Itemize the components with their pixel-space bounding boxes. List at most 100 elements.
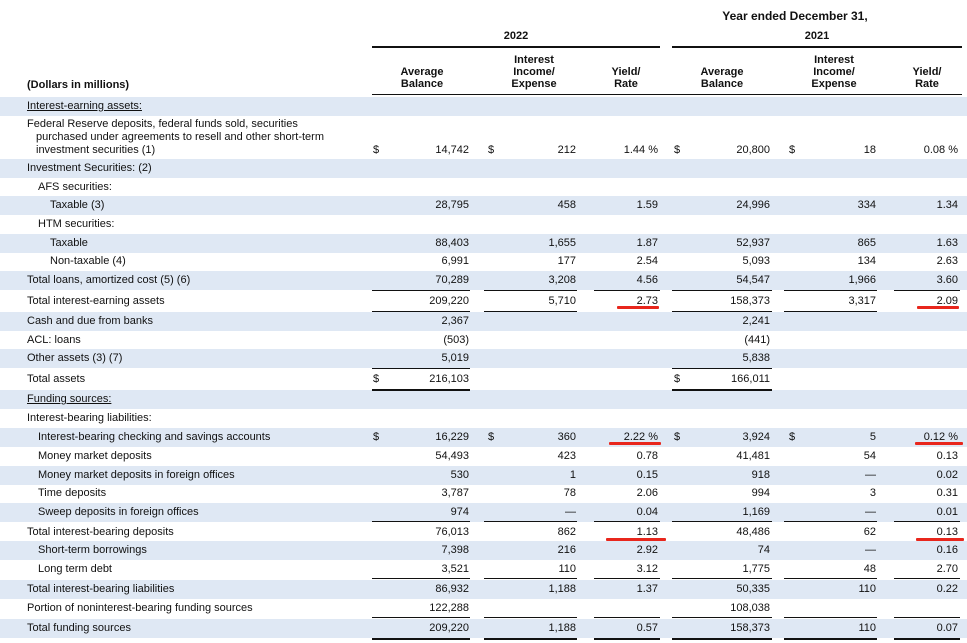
table-rule xyxy=(372,389,470,391)
cell-yield-2021: 0.13 xyxy=(936,526,958,538)
cell-avg-balance-2021: 74 xyxy=(757,544,770,556)
table-row: AFS securities: xyxy=(0,178,967,197)
table-rule xyxy=(672,368,772,369)
cell-avg-balance-2022: 6,991 xyxy=(441,255,469,267)
cell-interest-2021: 3 xyxy=(869,487,876,499)
row-label-continued: purchased under agreements to resell and… xyxy=(36,131,324,143)
row-label: Sweep deposits in foreign offices xyxy=(38,506,199,518)
cell-interest-2021: 3,317 xyxy=(848,295,876,307)
cell-avg-balance-2021: 1,775 xyxy=(742,563,770,575)
cell-avg-balance-2022: 7,398 xyxy=(441,544,469,556)
col-avg-balance-2022: Average Balance xyxy=(400,66,444,90)
table-rule xyxy=(484,290,577,291)
dollar-sign: $ xyxy=(789,431,796,443)
table-row: Total loans, amortized cost (5) (6) 70,28… xyxy=(0,271,967,290)
table-row: ACL: loans (503) (441) xyxy=(0,331,967,350)
cell-avg-balance-2022: 54,493 xyxy=(435,450,469,462)
cell-yield-2021: 1.34 xyxy=(936,199,958,211)
cell-interest-2022: 360 xyxy=(557,431,576,443)
cell-yield-2022: 0.04 xyxy=(636,506,658,518)
cell-avg-balance-2022: (503) xyxy=(443,334,469,346)
cell-avg-balance-2021: 3,924 xyxy=(742,431,770,443)
cell-interest-2022: — xyxy=(565,506,576,518)
cell-avg-balance-2022: 88,403 xyxy=(435,237,469,249)
table-rule xyxy=(784,578,877,579)
row-label: Interest-bearing liabilities: xyxy=(27,412,152,424)
cell-avg-balance-2022: 2,367 xyxy=(441,315,469,327)
units-label: (Dollars in millions) xyxy=(27,79,130,91)
table-row: Long term debt 3,521 110 3.12 1,775 48 2.70 xyxy=(0,560,967,579)
row-label: Taxable (3) xyxy=(50,199,105,211)
cell-avg-balance-2022: 3,787 xyxy=(441,487,469,499)
row-label: Total interest-bearing deposits xyxy=(27,526,174,538)
cell-avg-balance-2021: 158,373 xyxy=(730,622,770,634)
cell-yield-2022: 2.92 xyxy=(636,544,658,556)
cell-interest-2022: 110 xyxy=(558,563,576,575)
table-row: Money market deposits 54,493 423 0.78 41,481… xyxy=(0,447,967,466)
table-rule xyxy=(672,578,772,579)
dollar-sign: $ xyxy=(674,373,681,385)
cell-yield-2021: 2.63 xyxy=(936,255,958,267)
table-row: Total interest-bearing liabilities 86,932… xyxy=(0,580,967,599)
cell-interest-2022: 78 xyxy=(563,487,576,499)
cell-interest-2022: 3,208 xyxy=(548,274,576,286)
table-rule xyxy=(484,311,577,312)
table-rule xyxy=(784,617,877,618)
table-rule xyxy=(372,578,470,579)
table-rule xyxy=(484,521,577,522)
row-label: Total funding sources xyxy=(27,622,131,634)
cell-interest-2022: 216 xyxy=(557,544,576,556)
table-rule xyxy=(594,521,660,522)
cell-yield-2021: 0.22 xyxy=(936,583,958,595)
year-2021-header: 2021 xyxy=(804,30,830,42)
cell-interest-2021: 110 xyxy=(858,622,876,634)
cell-interest-2021: 110 xyxy=(858,583,876,595)
table-rule xyxy=(594,638,660,640)
row-label: Non-taxable (4) xyxy=(50,255,126,267)
table-row: Total interest-earning assets 209,220 5,71… xyxy=(0,292,967,311)
cell-yield-2021: 0.13 xyxy=(936,450,958,462)
cell-yield-2021: 0.07 xyxy=(936,622,958,634)
col-yield-2022: Yield/Rate xyxy=(611,66,641,90)
cell-yield-2022: 1.13 xyxy=(636,526,658,538)
annotation-underline xyxy=(609,442,661,445)
cell-avg-balance-2021: 54,547 xyxy=(736,274,770,286)
table-row: Interest-bearing checking and savings ac… xyxy=(0,428,967,447)
table-row: Total funding sources 209,220 1,188 0.57 158… xyxy=(0,619,967,638)
table-row: Portion of noninterest-bearing funding s… xyxy=(0,599,967,618)
cell-yield-2022: 0.57 xyxy=(636,622,658,634)
cell-avg-balance-2022: 530 xyxy=(450,469,469,481)
row-label: HTM securities: xyxy=(38,218,115,230)
table-row: Non-taxable (4) 6,991 177 2.54 5,093 134 2.63 xyxy=(0,252,967,271)
cell-yield-2021: 1.63 xyxy=(936,237,958,249)
cell-yield-2022: 2.06 xyxy=(636,487,658,499)
annotation-underline xyxy=(916,538,964,541)
row-label: Portion of noninterest-bearing funding s… xyxy=(27,602,253,614)
dollar-sign: $ xyxy=(674,144,681,156)
table-rule xyxy=(784,638,877,640)
cell-interest-2021: 334 xyxy=(857,199,876,211)
cell-interest-2022: 862 xyxy=(557,526,576,538)
annotation-underline xyxy=(915,442,963,445)
table-row: Interest-bearing liabilities: xyxy=(0,409,967,428)
cell-interest-2021: — xyxy=(865,544,876,556)
table-rule xyxy=(372,290,470,291)
year-2021-rule xyxy=(672,46,962,48)
cell-avg-balance-2021: 158,373 xyxy=(730,295,770,307)
cell-avg-balance-2022: 209,220 xyxy=(429,622,469,634)
cell-avg-balance-2022: 70,289 xyxy=(435,274,469,286)
cell-interest-2021: 62 xyxy=(863,526,876,538)
cell-avg-balance-2021: 166,011 xyxy=(731,373,770,385)
row-label: Federal Reserve deposits, federal funds … xyxy=(27,118,298,130)
cell-interest-2022: 5,710 xyxy=(548,295,576,307)
cell-avg-balance-2021: 108,038 xyxy=(730,602,770,614)
table-rule xyxy=(594,578,660,579)
col-interest-2021: Interest Income/Expense xyxy=(811,54,857,90)
cell-yield-2022: 0.15 xyxy=(636,469,658,481)
table-rule xyxy=(784,290,877,291)
col-yield-2021: Yield/Rate xyxy=(912,66,942,90)
table-row: Total assets 216,103 166,011 $ $ xyxy=(0,370,967,389)
annotation-underline xyxy=(606,538,666,541)
row-label: Money market deposits xyxy=(38,450,152,462)
year-2022-header: 2022 xyxy=(503,30,529,42)
